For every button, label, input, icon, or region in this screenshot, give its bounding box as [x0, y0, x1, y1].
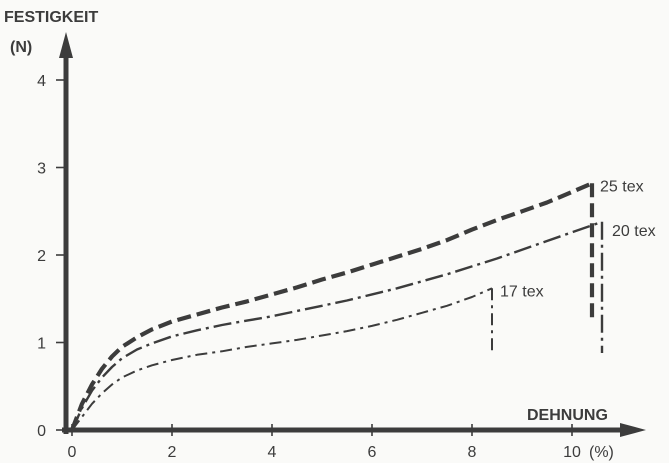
curves-layer — [70, 181, 604, 431]
y-tick-label-3: 3 — [37, 161, 46, 178]
ticks-layer: 0 2 4 6 8 10 0 1 2 3 4 — [37, 73, 581, 461]
x-axis-arrowhead — [620, 423, 646, 437]
labels-layer: 25 tex 20 tex 17 tex — [500, 178, 656, 300]
y-axis — [59, 32, 73, 434]
x-tick-label-8: 8 — [468, 444, 477, 461]
y-tick-label-4: 4 — [37, 73, 46, 90]
y-tick-label-1: 1 — [37, 336, 46, 353]
y-axis-title-line2: (N) — [10, 39, 32, 56]
series-line-17-tex — [71, 287, 493, 431]
y-tick-label-0: 0 — [37, 423, 46, 440]
x-tick-label-6: 6 — [368, 444, 377, 461]
series-line-25-tex — [70, 181, 593, 431]
series-line-20-tex — [70, 220, 603, 431]
x-axis-unit: (%) — [589, 444, 614, 461]
x-tick-label-0: 0 — [68, 444, 77, 461]
series-label-25-tex: 25 tex — [600, 178, 644, 195]
series-label-20-tex: 20 tex — [612, 223, 656, 240]
y-axis-arrowhead — [59, 32, 73, 58]
x-tick-label-4: 4 — [268, 444, 277, 461]
y-axis-title-line1: FESTIGKEIT — [4, 9, 98, 26]
x-tick-label-10: 10 — [563, 444, 581, 461]
x-axis-title: DEHNUNG — [527, 407, 608, 424]
x-tick-label-2: 2 — [168, 444, 177, 461]
x-axis — [62, 423, 646, 437]
y-tick-label-2: 2 — [37, 248, 46, 265]
series-label-17-tex: 17 tex — [500, 283, 544, 300]
